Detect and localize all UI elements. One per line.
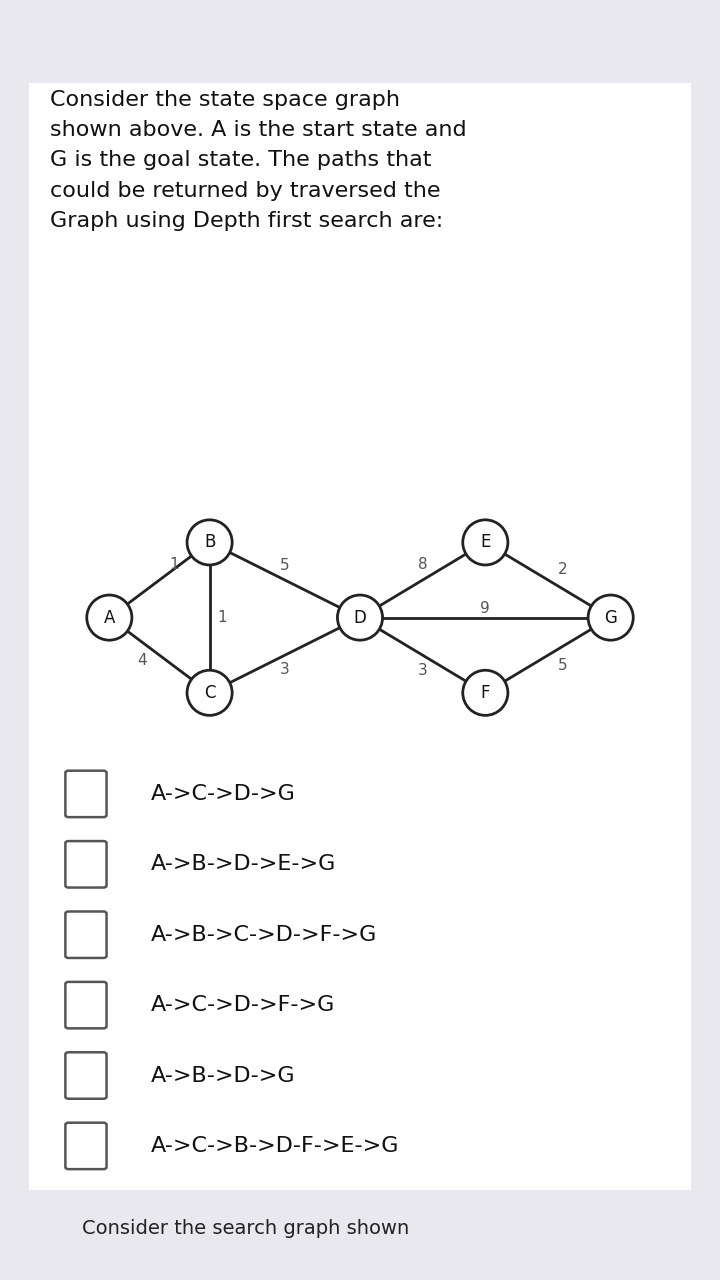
Text: D: D: [354, 608, 366, 627]
Text: 1: 1: [217, 611, 227, 625]
Circle shape: [338, 595, 382, 640]
Circle shape: [187, 671, 232, 716]
Text: C: C: [204, 684, 215, 701]
FancyBboxPatch shape: [66, 1123, 107, 1169]
Text: A->C->D->G: A->C->D->G: [151, 783, 296, 804]
Text: 1: 1: [170, 558, 179, 572]
Text: 5: 5: [280, 558, 289, 573]
Text: 2: 2: [558, 562, 568, 577]
Circle shape: [588, 595, 633, 640]
Text: G: G: [604, 608, 617, 627]
Text: 8: 8: [418, 558, 428, 572]
Text: 4: 4: [137, 653, 147, 668]
Text: A->C->B->D-F->E->G: A->C->B->D-F->E->G: [151, 1135, 400, 1156]
Text: 5: 5: [558, 658, 568, 673]
FancyBboxPatch shape: [66, 982, 107, 1028]
Text: A->B->D->G: A->B->D->G: [151, 1065, 295, 1085]
Circle shape: [463, 671, 508, 716]
FancyBboxPatch shape: [66, 911, 107, 957]
Text: A: A: [104, 608, 115, 627]
Text: A->B->D->E->G: A->B->D->E->G: [151, 854, 336, 874]
FancyBboxPatch shape: [66, 841, 107, 887]
Text: Consider the search graph shown: Consider the search graph shown: [82, 1220, 409, 1238]
Circle shape: [187, 520, 232, 564]
Text: B: B: [204, 534, 215, 552]
FancyBboxPatch shape: [19, 67, 701, 1207]
FancyBboxPatch shape: [66, 1052, 107, 1098]
Circle shape: [463, 520, 508, 564]
Text: 3: 3: [280, 662, 289, 677]
FancyBboxPatch shape: [66, 771, 107, 817]
Text: F: F: [480, 684, 490, 701]
Circle shape: [87, 595, 132, 640]
Text: A->B->C->D->F->G: A->B->C->D->F->G: [151, 924, 377, 945]
Text: E: E: [480, 534, 490, 552]
Text: 3: 3: [418, 663, 428, 677]
Text: 9: 9: [480, 602, 490, 616]
Text: A->C->D->F->G: A->C->D->F->G: [151, 995, 336, 1015]
Text: Consider the state space graph
shown above. A is the start state and
G is the go: Consider the state space graph shown abo…: [50, 90, 467, 232]
